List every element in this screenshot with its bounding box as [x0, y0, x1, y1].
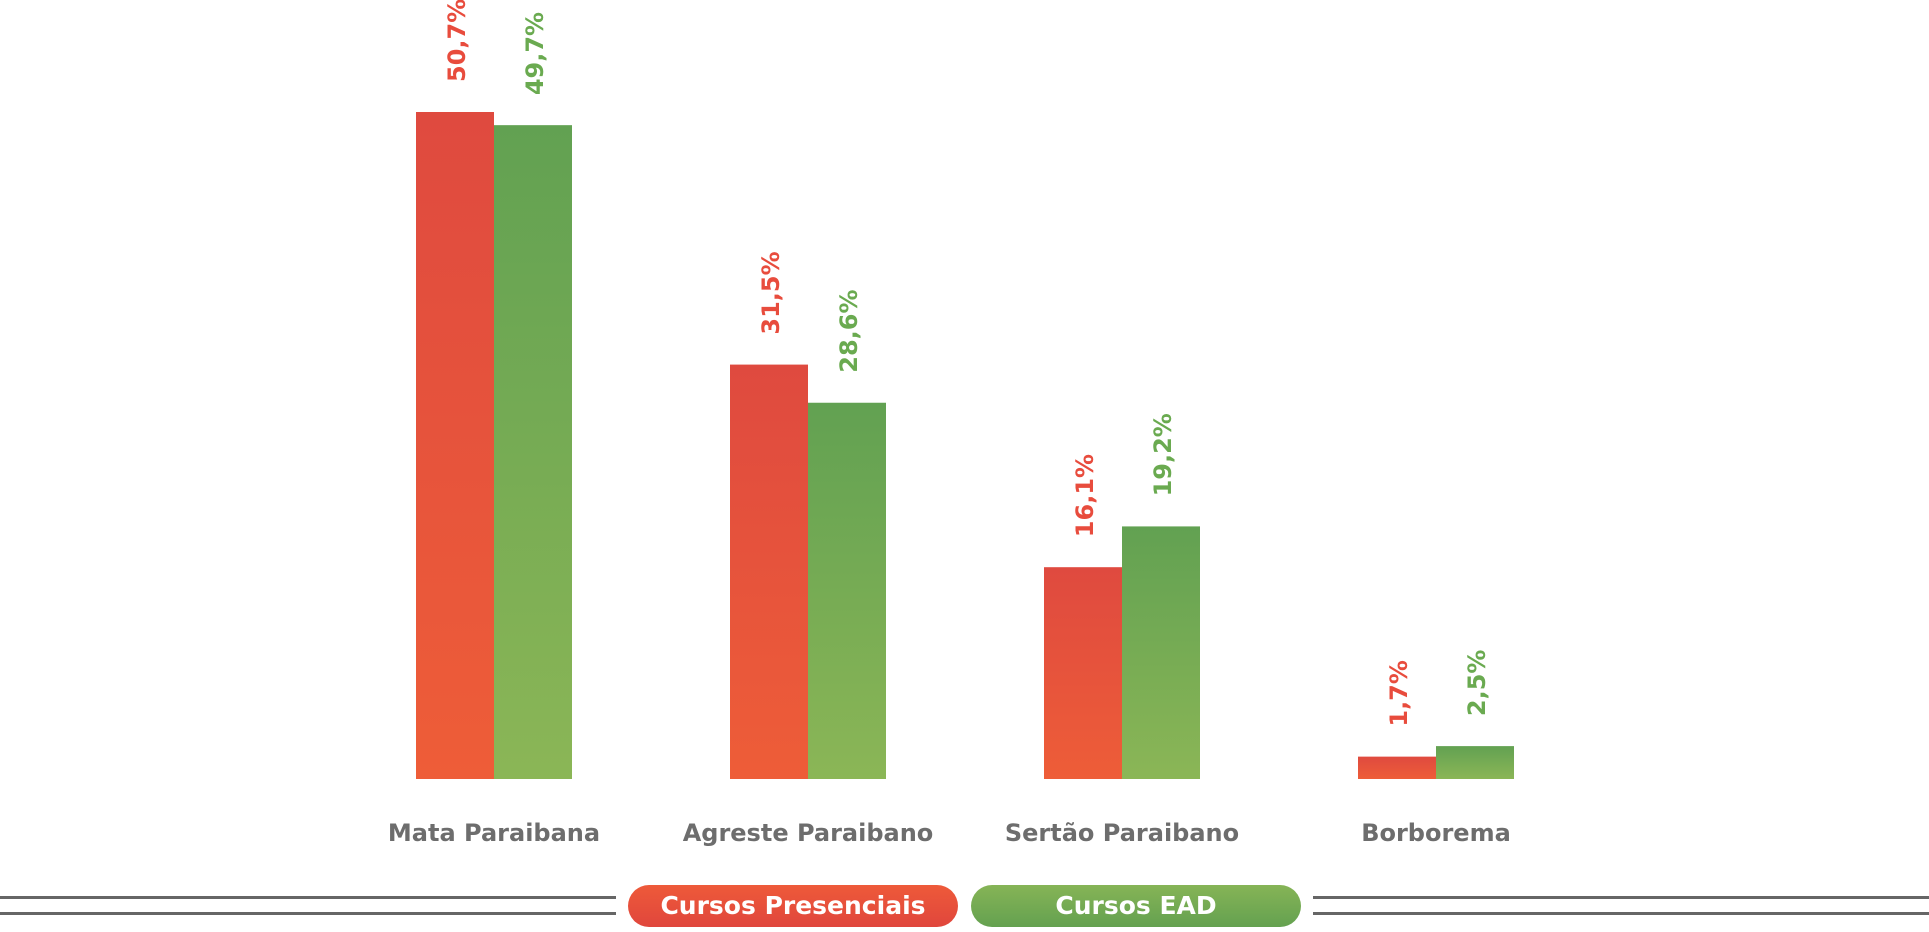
legend-line-right-bottom [1313, 912, 1929, 915]
value-label-ead-3: 2,5% [1463, 650, 1491, 717]
category-label-3: Borborema [1361, 819, 1511, 847]
bar-presenciais-2 [1044, 567, 1122, 779]
legend-line-left-top [0, 896, 616, 899]
category-labels-layer: Mata Paraibana Agreste Paraibano Sertão Pa… [388, 819, 1511, 847]
bar-ead-0 [494, 125, 572, 779]
bar-presenciais-0 [416, 112, 494, 779]
category-label-2: Sertão Paraibano [1005, 819, 1239, 847]
value-label-ead-0: 49,7% [521, 12, 549, 95]
bar-presenciais-1 [730, 364, 808, 779]
category-label-0: Mata Paraibana [388, 819, 600, 847]
value-label-presenciais-2: 16,1% [1071, 454, 1099, 537]
bars-layer [416, 112, 1514, 779]
legend-cursos-ead: Cursos EAD [971, 885, 1301, 927]
category-label-1: Agreste Paraibano [683, 819, 934, 847]
bar-ead-1 [808, 402, 886, 779]
bar-ead-2 [1122, 526, 1200, 779]
legend-line-right-top [1313, 896, 1929, 899]
legend-cursos-presenciais: Cursos Presenciais [628, 885, 958, 927]
value-label-presenciais-0: 50,7% [443, 0, 471, 82]
bar-presenciais-3 [1358, 756, 1436, 779]
value-label-ead-1: 28,6% [835, 289, 863, 372]
value-label-presenciais-3: 1,7% [1385, 660, 1413, 727]
value-labels-layer: 50,7% 49,7% 31,5% 28,6% 16,1% 19,2% 1,7% 2,5% [443, 0, 1491, 727]
legend-line-left-bottom [0, 912, 616, 915]
bar-ead-3 [1436, 746, 1514, 779]
value-label-presenciais-1: 31,5% [757, 251, 785, 334]
value-label-ead-2: 19,2% [1149, 413, 1177, 496]
